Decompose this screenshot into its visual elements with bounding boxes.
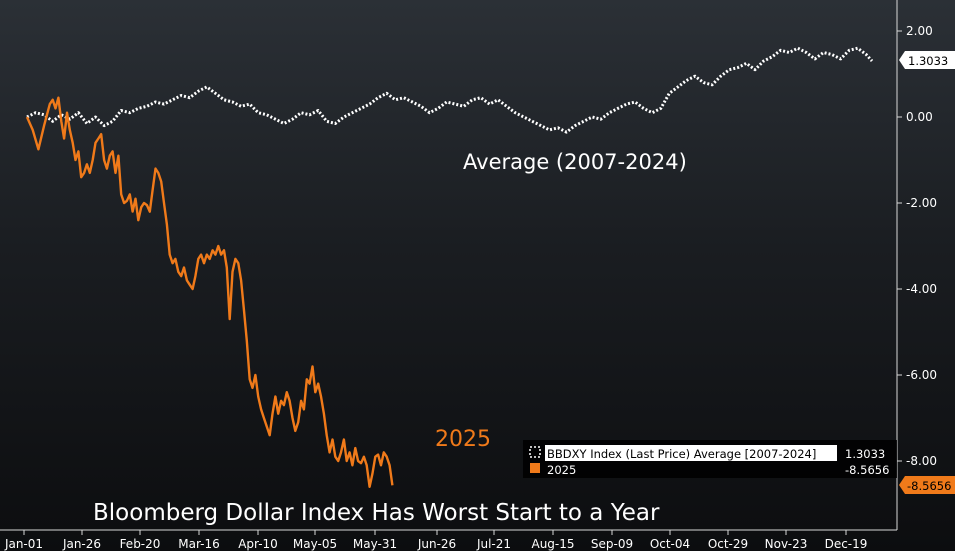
legend: BBDXY Index (Last Price) Average [2007-2… (523, 440, 897, 478)
x-tick-label: Jan-26 (62, 537, 101, 551)
x-axis-ticks: Jan-01 Jan-26 Feb-20 Mar-16 Apr-10 May-05 May-… (4, 530, 867, 551)
chart-title: Bloomberg Dollar Index Has Worst Start t… (93, 500, 660, 526)
x-tick-label: May-31 (353, 537, 397, 551)
legend-value-average: 1.3033 (845, 447, 885, 461)
y-tick-label: -8.00 (906, 454, 937, 468)
average-series-annotation: Average (2007-2024) (463, 150, 687, 174)
x-tick-label: Apr-10 (238, 537, 278, 551)
x-tick-label: Aug-15 (531, 537, 574, 551)
legend-swatch-2025 (530, 463, 540, 473)
x-tick-label: Mar-16 (178, 537, 219, 551)
x-tick-label: Nov-23 (765, 537, 808, 551)
x-tick-label: Oct-29 (708, 537, 748, 551)
y-tick-label: -4.00 (906, 282, 937, 296)
x-tick-label: Oct-04 (650, 537, 690, 551)
y-axis-ticks: 2.00 0.00 -2.00 -4.00 -6.00 -8.00 (897, 24, 937, 468)
series-lines (25, 46, 874, 488)
series-line-2025 (25, 96, 394, 488)
x-tick-label: Sep-09 (591, 537, 633, 551)
x-tick-label: May-05 (293, 537, 337, 551)
end-label-2025-box (899, 476, 955, 494)
y-tick-label: -6.00 (906, 368, 937, 382)
series-line-average (26, 46, 874, 134)
legend-label-average-highlight (545, 445, 837, 461)
2025-series-annotation: 2025 (435, 427, 491, 452)
x-tick-label: Jun-26 (417, 537, 456, 551)
y-tick-label: -2.00 (906, 196, 937, 210)
legend-label-2025: 2025 (547, 463, 576, 477)
end-value-labels: 1.3033 -8.5656 (899, 51, 955, 494)
x-tick-label: Jul-21 (476, 537, 511, 551)
legend-value-2025: -8.5656 (845, 463, 889, 477)
x-tick-label: Jan-01 (4, 537, 43, 551)
y-tick-label: 2.00 (906, 24, 933, 38)
legend-label-average: BBDXY Index (Last Price) Average [2007-2… (547, 447, 816, 461)
end-label-2025: -8.5656 (907, 479, 951, 493)
legend-swatch-average (529, 446, 541, 458)
x-tick-label: Feb-20 (120, 537, 161, 551)
end-label-average-box (899, 51, 955, 69)
y-tick-label: 0.00 (906, 110, 933, 124)
x-tick-label: Dec-19 (825, 537, 868, 551)
end-label-average: 1.3033 (908, 54, 948, 68)
